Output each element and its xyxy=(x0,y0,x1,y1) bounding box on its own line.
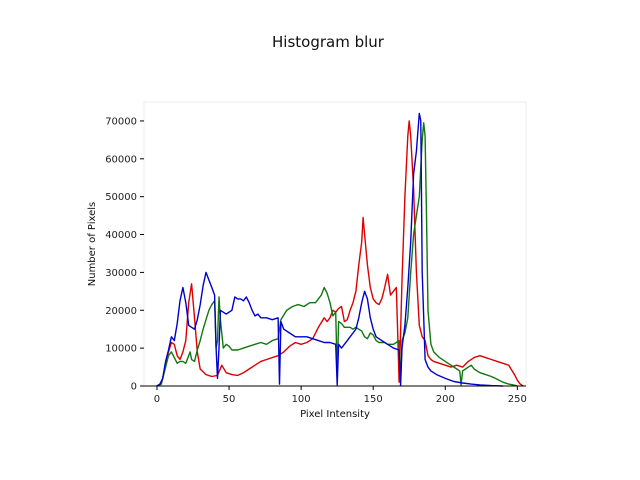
y-tick-label: 60000 xyxy=(105,154,137,165)
x-tick-label: 100 xyxy=(292,394,311,405)
y-tick-label: 20000 xyxy=(105,306,137,317)
y-tick-label: 70000 xyxy=(105,116,137,127)
x-tick-label: 150 xyxy=(364,394,383,405)
x-axis-label: Pixel Intensity xyxy=(300,409,370,420)
y-tick-label: 50000 xyxy=(105,192,137,203)
x-tick-label: 50 xyxy=(223,394,236,405)
x-tick-label: 0 xyxy=(154,394,160,405)
y-tick-label: 40000 xyxy=(105,230,137,241)
y-tick-label: 10000 xyxy=(105,344,137,355)
x-tick-label: 250 xyxy=(508,394,527,405)
y-tick-label: 30000 xyxy=(105,268,137,279)
plot-background xyxy=(143,101,527,387)
series-line-1 xyxy=(156,120,524,387)
y-axis-label: Number of Pixels xyxy=(87,202,98,287)
series-layer xyxy=(156,112,524,387)
chart-title: Histogram blur xyxy=(272,33,384,51)
y-tick-label: 0 xyxy=(131,382,137,393)
y-axis-ticks: 0 10000 20000 30000 40000 50000 60000 70000 xyxy=(105,116,144,393)
x-tick-label: 200 xyxy=(436,394,455,405)
series-line-2 xyxy=(156,122,518,387)
x-axis-ticks: 0 50 100 150 200 250 xyxy=(154,386,527,405)
series-line-3 xyxy=(156,112,503,387)
